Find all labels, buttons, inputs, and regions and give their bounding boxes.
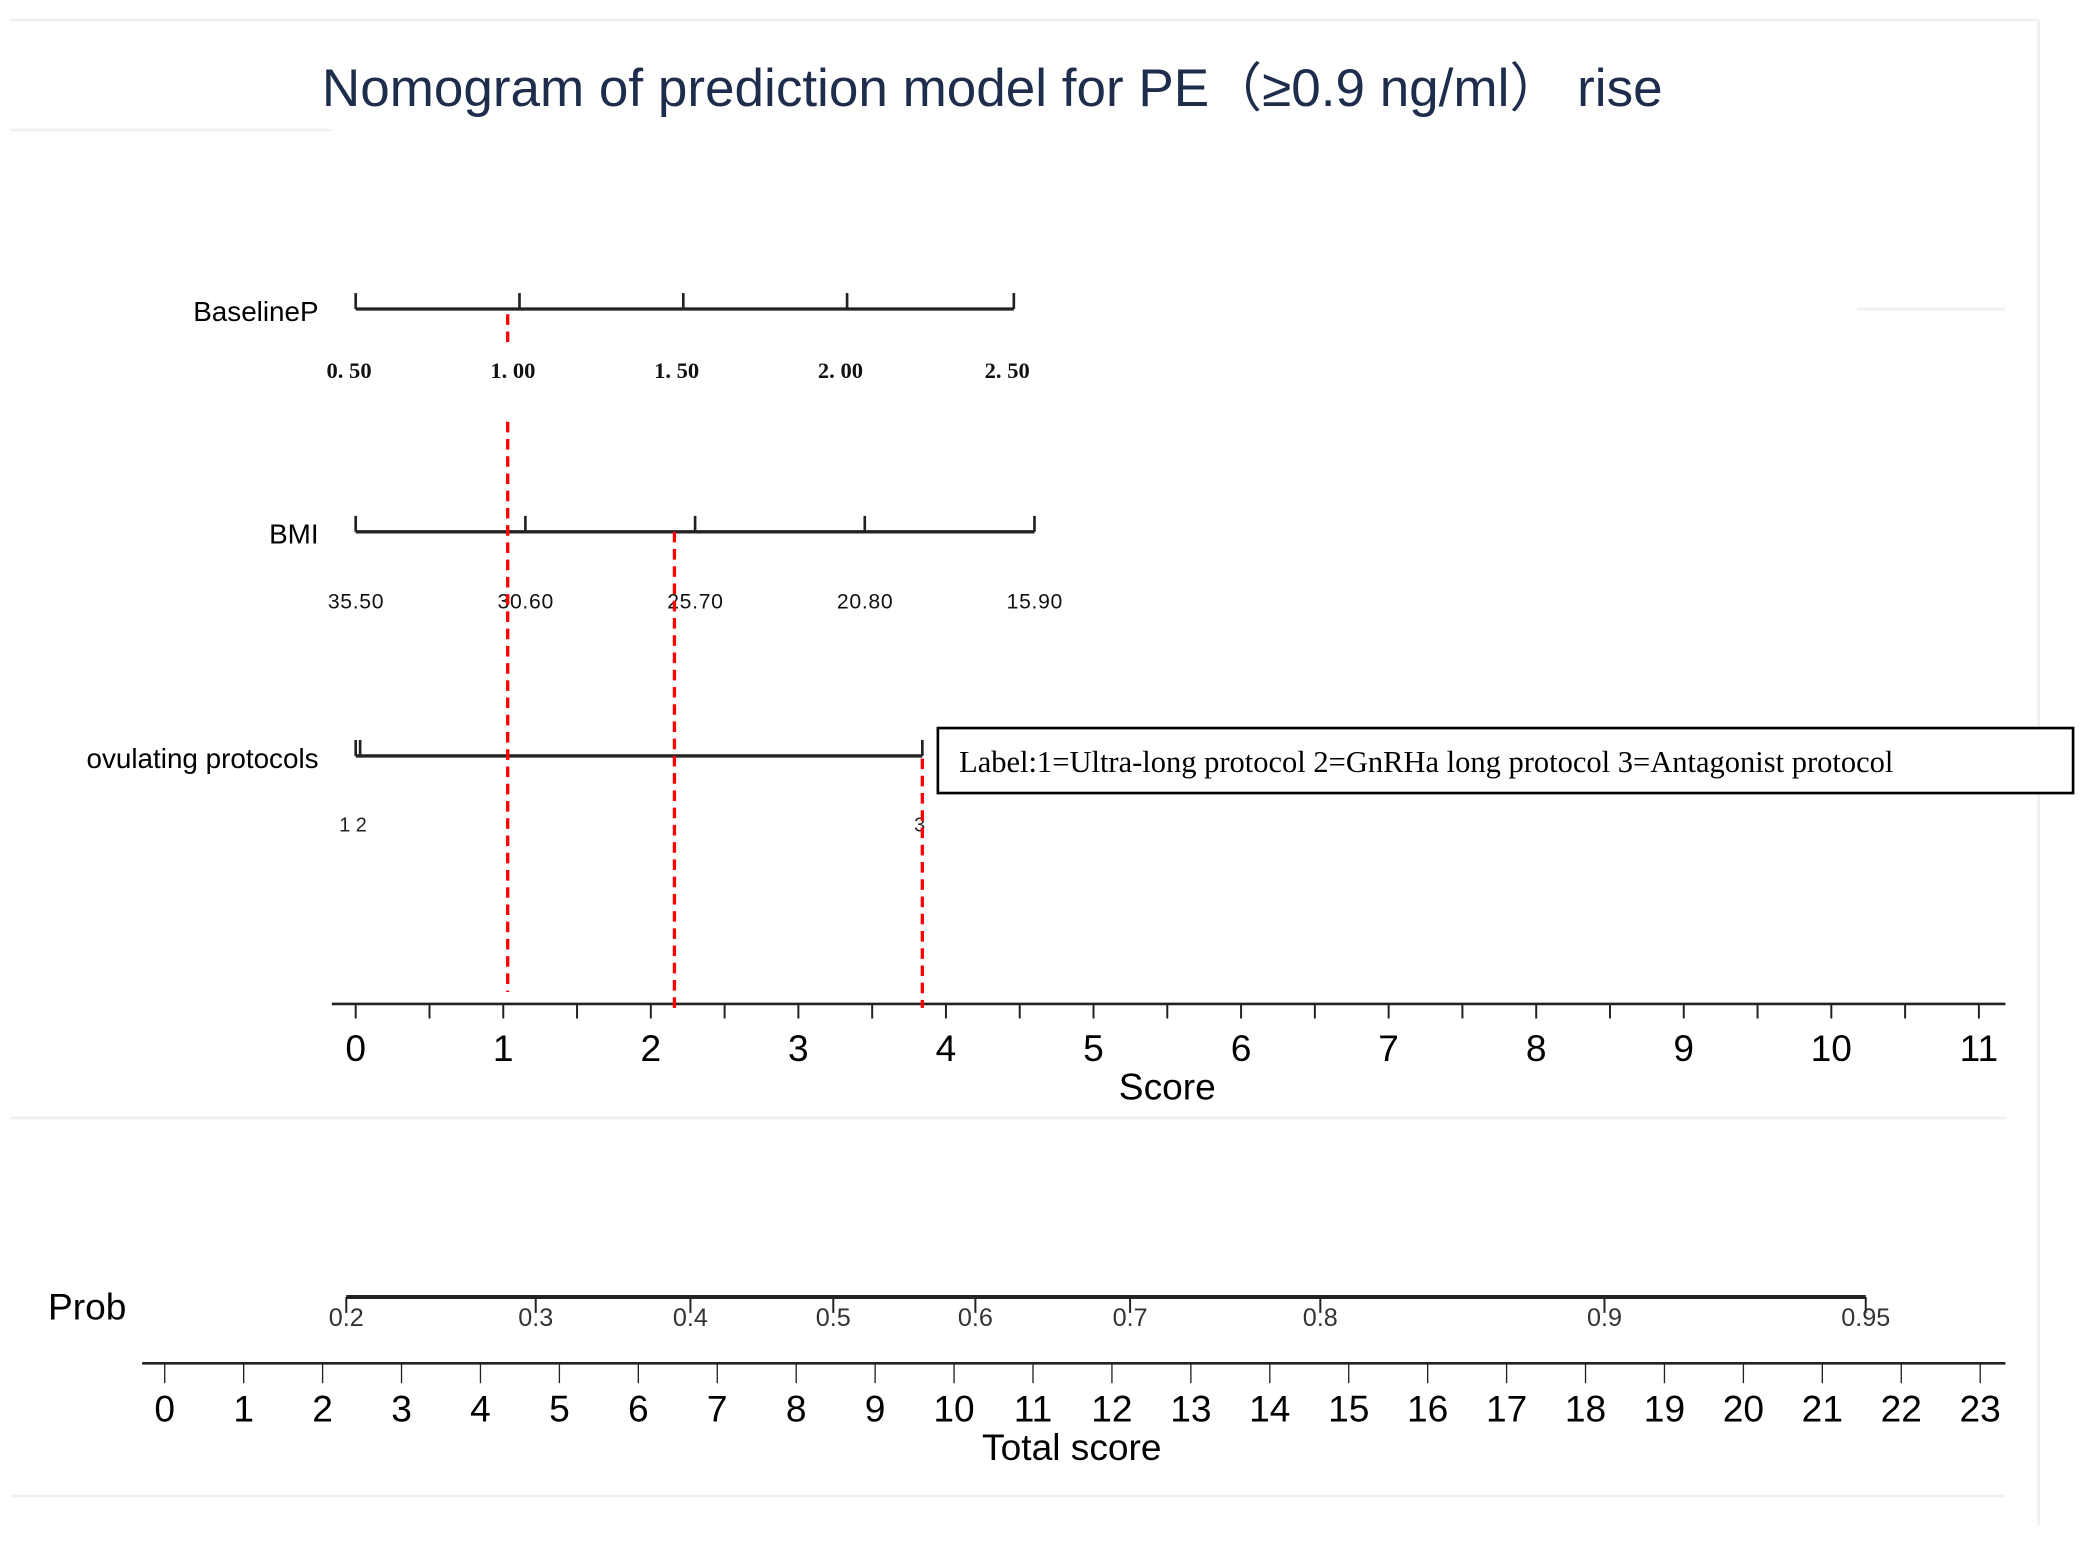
legend-note-box: Label:1=Ultra-long protocol 2=GnRHa long… (936, 726, 2075, 795)
prob-tick-label: 0.4 (673, 1304, 708, 1332)
total-score-tick-label: 2 (312, 1388, 333, 1430)
total-score-tick-label: 16 (1407, 1388, 1448, 1430)
total-score-tick-label: 12 (1091, 1388, 1132, 1430)
variable-tick-label: 20.80 (837, 591, 893, 614)
score-axis-label: Score (1119, 1065, 1216, 1107)
total-score-tick-label: 21 (1802, 1388, 1843, 1430)
total-score-tick-label: 7 (707, 1388, 728, 1430)
total-score-tick-label: 20 (1723, 1388, 1764, 1430)
total-score-axis-label: Total score (982, 1426, 1162, 1468)
total-score-tick-label: 4 (470, 1388, 491, 1430)
chart-title: Nomogram of prediction model for PE（≥0.9… (322, 59, 1663, 118)
total-score-tick-label: 8 (786, 1388, 807, 1430)
variable-tick-label: 1. 50 (654, 358, 699, 383)
total-score-tick-label: 6 (628, 1388, 649, 1430)
total-score-tick-label: 13 (1170, 1388, 1211, 1430)
variable-tick-label: 3 (914, 815, 925, 837)
total-score-tick-label: 0 (154, 1388, 175, 1430)
variable-tick-label: 2. 00 (818, 358, 863, 383)
total-score-tick-label: 1 (233, 1388, 254, 1430)
total-score-tick-label: 19 (1644, 1388, 1685, 1430)
variable-label: BaselineP (193, 296, 318, 327)
score-tick-label: 6 (1231, 1027, 1252, 1069)
score-tick-label: 9 (1673, 1027, 1694, 1069)
total-score-tick-label: 23 (1960, 1388, 2001, 1430)
variable-tick-label: 30.60 (498, 591, 554, 614)
score-tick-label: 5 (1083, 1027, 1104, 1069)
prob-axis-label: Prob (48, 1286, 126, 1328)
prob-tick-label: 0.2 (329, 1304, 364, 1332)
prob-tick-label: 0.8 (1303, 1304, 1338, 1332)
variable-tick-label: 35.50 (328, 591, 384, 614)
prob-tick-label: 0.9 (1587, 1304, 1622, 1332)
total-score-tick-label: 22 (1881, 1388, 1922, 1430)
total-score-tick-label: 9 (865, 1388, 886, 1430)
variable-label: BMI (269, 519, 318, 550)
total-score-tick-label: 10 (933, 1388, 974, 1430)
total-score-tick-label: 17 (1486, 1388, 1527, 1430)
variable-tick-label: 1 2 (339, 815, 367, 837)
score-tick-label: 4 (936, 1027, 957, 1069)
prob-tick-label: 0.3 (518, 1304, 553, 1332)
total-score-tick-label: 5 (549, 1388, 570, 1430)
prob-tick-label: 0.95 (1841, 1304, 1890, 1332)
prob-tick-label: 0.5 (816, 1304, 851, 1332)
total-score-tick-label: 18 (1565, 1388, 1606, 1430)
total-score-tick-label: 3 (391, 1388, 412, 1430)
score-tick-label: 7 (1378, 1027, 1399, 1069)
score-tick-label: 11 (1960, 1027, 1999, 1069)
variable-tick-label: 0. 50 (327, 358, 372, 383)
variable-tick-label: 2. 50 (985, 358, 1030, 383)
total-score-tick-label: 15 (1328, 1388, 1369, 1430)
variable-tick-label: 25.70 (667, 591, 723, 614)
score-tick-label: 3 (788, 1027, 809, 1069)
variable-label: ovulating protocols (87, 743, 319, 774)
score-tick-label: 10 (1811, 1027, 1852, 1069)
score-tick-label: 0 (345, 1027, 366, 1069)
total-score-tick-label: 14 (1249, 1388, 1290, 1430)
total-score-tick-label: 11 (1014, 1388, 1053, 1430)
variable-tick-label: 1. 00 (490, 358, 535, 383)
prob-tick-label: 0.6 (958, 1304, 993, 1332)
legend-note: Label:1=Ultra-long protocol 2=GnRHa long… (959, 745, 1893, 779)
prob-tick-label: 0.7 (1113, 1304, 1148, 1332)
score-tick-label: 8 (1526, 1027, 1547, 1069)
score-tick-label: 1 (493, 1027, 514, 1069)
variable-tick-label: 15.90 (1007, 591, 1063, 614)
score-tick-label: 2 (640, 1027, 661, 1069)
